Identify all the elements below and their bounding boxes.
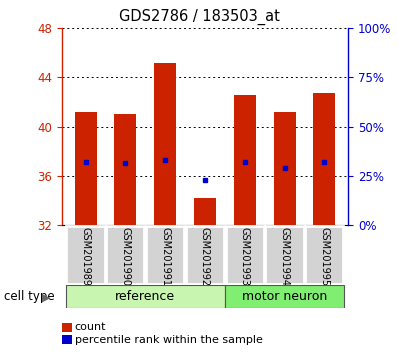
Text: GSM201994: GSM201994 [279, 227, 290, 286]
Text: count: count [75, 322, 106, 332]
Bar [154, 63, 176, 225]
FancyBboxPatch shape [186, 226, 224, 284]
FancyBboxPatch shape [305, 226, 343, 284]
Bar [115, 114, 136, 225]
Text: GSM201993: GSM201993 [240, 227, 250, 286]
FancyBboxPatch shape [225, 285, 344, 308]
Text: ▶: ▶ [42, 293, 50, 303]
Bar [194, 198, 216, 225]
FancyBboxPatch shape [66, 226, 105, 284]
Bar [234, 95, 256, 225]
FancyBboxPatch shape [106, 226, 144, 284]
Text: GDS2786 / 183503_at: GDS2786 / 183503_at [119, 9, 279, 25]
Text: GSM201989: GSM201989 [80, 227, 91, 286]
FancyBboxPatch shape [226, 226, 264, 284]
Text: cell type: cell type [4, 290, 55, 303]
Text: motor neuron: motor neuron [242, 290, 327, 303]
Text: reference: reference [115, 290, 176, 303]
Bar [274, 112, 295, 225]
Text: percentile rank within the sample: percentile rank within the sample [75, 335, 263, 345]
Bar [74, 112, 96, 225]
FancyBboxPatch shape [66, 285, 225, 308]
FancyBboxPatch shape [146, 226, 184, 284]
Text: GSM201990: GSM201990 [120, 227, 131, 286]
Text: GSM201995: GSM201995 [319, 227, 330, 286]
Bar [314, 93, 335, 225]
FancyBboxPatch shape [265, 226, 304, 284]
Text: GSM201991: GSM201991 [160, 227, 170, 286]
Text: GSM201992: GSM201992 [200, 227, 210, 286]
